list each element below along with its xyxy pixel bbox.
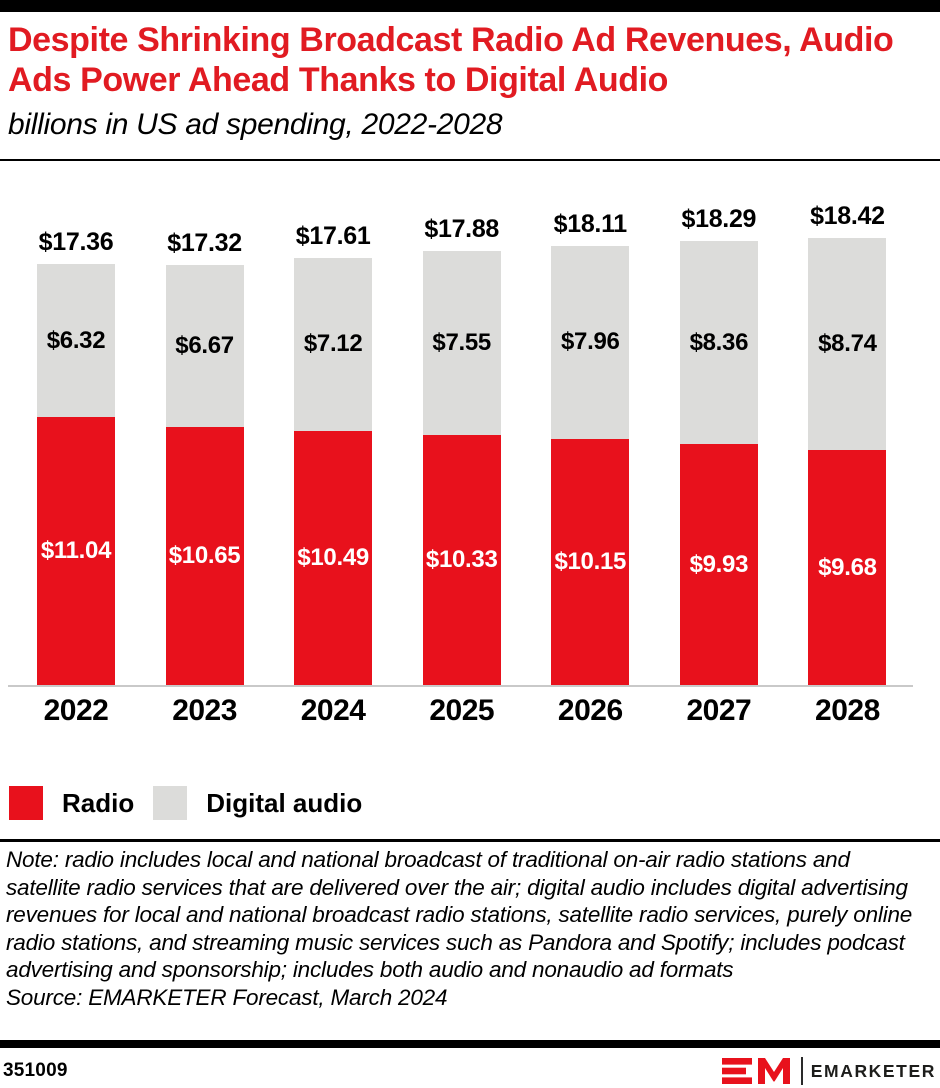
bar-group-2028: $18.42 $8.74 $9.68 [808, 202, 887, 685]
radio-value: $10.15 [554, 547, 627, 575]
emarketer-logo: EMARKETER [721, 1056, 936, 1086]
digital-audio-value: $7.12 [303, 330, 363, 358]
bottom-black-bar [0, 1040, 940, 1048]
digital-audio-segment: $8.74 [808, 238, 887, 451]
digital-audio-value: $7.96 [560, 328, 620, 356]
radio-value: $10.49 [297, 543, 369, 571]
digital-audio-segment: $7.12 [294, 257, 373, 431]
x-axis-label-2026: 2026 [557, 694, 623, 727]
digital-audio-segment: $6.32 [37, 264, 115, 418]
chart: $17.36 $6.32 $11.04 $17.32 $6.67 $10.65 $17.61… [0, 197, 940, 687]
x-axis-line [8, 685, 913, 687]
digital-audio-segment: $6.67 [165, 265, 244, 427]
legend-swatch-digital-audio [153, 786, 188, 820]
digital-audio-segment: $7.96 [551, 245, 630, 439]
bar-group-2024: $17.61 $7.12 $10.49 [294, 221, 373, 685]
header-divider-line [0, 159, 940, 161]
x-axis-label-2022: 2022 [43, 694, 109, 727]
total-value-label: $18.42 [810, 202, 885, 231]
radio-value: $9.68 [818, 553, 877, 581]
digital-audio-value: $8.74 [818, 330, 877, 358]
digital-audio-segment: $8.36 [679, 241, 758, 445]
digital-audio-segment: $7.55 [422, 251, 501, 435]
legend-label-radio: Radio [62, 787, 135, 818]
radio-segment: $10.65 [165, 426, 244, 685]
footnote-block: Note: radio includes local and national … [6, 846, 926, 1011]
logo-divider [800, 1057, 803, 1085]
legend: Radio Digital audio [9, 786, 381, 820]
top-black-bar [0, 0, 940, 12]
digital-audio-value: $6.67 [175, 331, 234, 359]
x-axis-label-2025: 2025 [429, 694, 495, 727]
total-value-label: $17.88 [424, 215, 500, 244]
chart-subtitle: billions in US ad spending, 2022-2028 [8, 108, 503, 141]
bar-group-2023: $17.32 $6.67 $10.65 [165, 229, 244, 685]
radio-segment: $9.93 [679, 444, 758, 685]
legend-divider-line [0, 839, 940, 842]
total-value-label: $18.11 [553, 209, 628, 238]
x-axis-label-2023: 2023 [172, 694, 237, 727]
total-value-label: $18.29 [681, 205, 757, 234]
footnote-text: Note: radio includes local and national … [6, 847, 913, 982]
radio-segment: $10.33 [422, 434, 501, 685]
bar-group-2027: $18.29 $8.36 $9.93 [679, 205, 758, 685]
radio-segment: $9.68 [808, 450, 887, 685]
digital-audio-value: $8.36 [689, 328, 749, 356]
legend-label-digital-audio: Digital audio [206, 787, 363, 818]
chart-title: Despite Shrinking Broadcast Radio Ad Rev… [8, 21, 894, 100]
radio-segment: $10.49 [294, 430, 373, 685]
legend-swatch-radio [9, 786, 43, 820]
x-axis-label-2027: 2027 [686, 694, 752, 727]
total-value-label: $17.32 [167, 229, 242, 258]
total-value-label: $17.61 [295, 221, 371, 250]
digital-audio-value: $7.55 [432, 328, 491, 356]
x-axis-label-2028: 2028 [815, 694, 880, 727]
radio-segment: $11.04 [37, 417, 115, 685]
radio-value: $10.33 [425, 545, 498, 573]
total-value-label: $17.36 [38, 228, 114, 257]
digital-audio-value: $6.32 [46, 326, 106, 354]
radio-value: $9.93 [689, 550, 749, 578]
brand-name: EMARKETER [810, 1061, 936, 1081]
bar-group-2026: $18.11 $7.96 $10.15 [551, 209, 630, 685]
bar-group-2025: $17.88 $7.55 $10.33 [422, 215, 501, 685]
em-logo-icon [721, 1058, 790, 1084]
chart-id: 351009 [3, 1060, 68, 1081]
radio-segment: $10.15 [551, 438, 630, 685]
source-line: Source: EMARKETER Forecast, March 2024 [6, 984, 448, 1010]
x-axis-labels: 2022 2023 2024 2025 2026 2027 2028 [0, 694, 940, 734]
bar-group-2022: $17.36 $6.32 $11.04 [37, 228, 115, 685]
radio-value: $11.04 [40, 537, 112, 565]
radio-value: $10.65 [168, 541, 241, 569]
x-axis-label-2024: 2024 [300, 694, 366, 727]
